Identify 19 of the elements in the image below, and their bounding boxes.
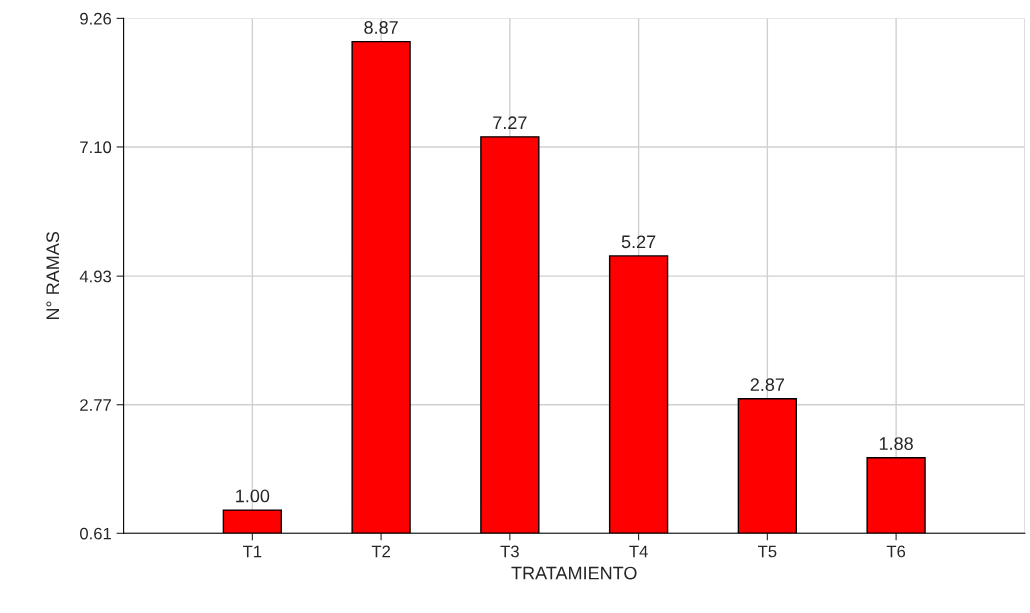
- y-tick-label: 7.10: [80, 141, 112, 154]
- data-label: 5.27: [621, 235, 656, 249]
- x-tick-label: T6: [886, 545, 906, 558]
- data-label: 1.00: [236, 489, 270, 503]
- y-axis-title: N° RAMAS: [46, 231, 60, 320]
- y-tick-label: 4.93: [79, 270, 112, 283]
- x-tick-label: T4: [629, 545, 648, 558]
- y-tick-label: 2.77: [80, 399, 111, 411]
- x-tick-label: T5: [758, 545, 777, 558]
- y-tick-label: 0.61: [80, 527, 111, 540]
- y-tick-label: 9.26: [80, 12, 112, 25]
- data-label: 7.27: [493, 116, 527, 129]
- data-label: 8.87: [364, 21, 398, 34]
- data-label: 2.87: [750, 378, 785, 392]
- x-axis-title: TRATAMIENTO: [511, 566, 637, 580]
- x-tick-label: T1: [243, 545, 262, 558]
- data-label: 1.88: [879, 437, 913, 450]
- x-tick-label: T3: [500, 545, 519, 558]
- x-tick-label: T2: [371, 545, 390, 558]
